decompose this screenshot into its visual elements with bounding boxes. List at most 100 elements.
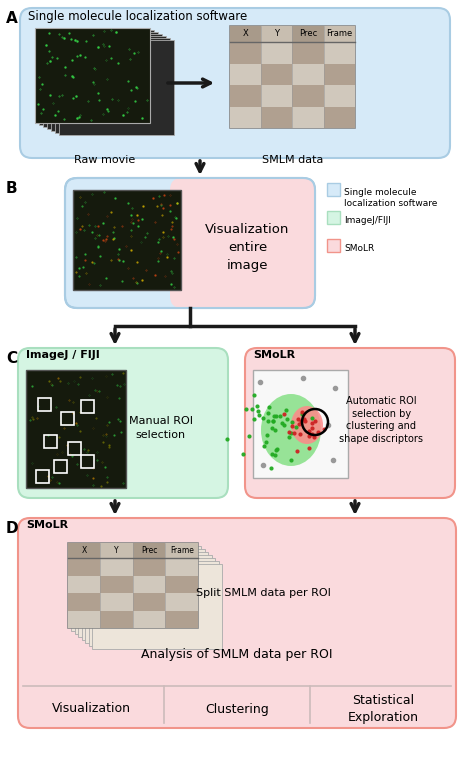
Bar (51, 36, 166, 131)
Bar (26, 370, 126, 488)
Text: Analysis of SMLM data per ROI: Analysis of SMLM data per ROI (141, 648, 333, 661)
Bar (133, 543, 165, 558)
Bar (36, 470, 49, 483)
Text: SMLM data: SMLM data (262, 155, 323, 165)
Text: Prec: Prec (141, 546, 157, 555)
Bar (100, 558, 133, 575)
Bar (230, 26, 355, 128)
Bar (68, 558, 100, 575)
FancyBboxPatch shape (327, 239, 340, 252)
Bar (165, 611, 198, 628)
Bar (261, 85, 292, 107)
Text: SMoLR: SMoLR (26, 520, 68, 530)
Ellipse shape (261, 394, 321, 466)
Bar (100, 543, 133, 558)
Bar (261, 42, 292, 64)
Text: Clustering: Clustering (205, 703, 269, 716)
Bar (165, 558, 198, 575)
Text: Y: Y (274, 29, 279, 38)
Bar (261, 64, 292, 85)
Ellipse shape (291, 406, 323, 444)
Text: X: X (82, 546, 87, 555)
Text: Single molecule localization software: Single molecule localization software (28, 10, 247, 23)
Bar (133, 611, 165, 628)
Bar (75, 549, 205, 634)
Bar (165, 543, 198, 558)
Bar (324, 64, 355, 85)
FancyBboxPatch shape (170, 178, 315, 308)
Bar (81, 400, 94, 413)
Text: Automatic ROI
selection by
clustering and
shape discriptors: Automatic ROI selection by clustering an… (339, 397, 423, 443)
Bar (324, 42, 355, 64)
FancyBboxPatch shape (18, 348, 228, 498)
Bar (73, 190, 181, 290)
Bar (253, 370, 348, 478)
Bar (68, 593, 100, 611)
Bar (292, 26, 324, 42)
Bar (44, 435, 57, 448)
Text: Split SMLM data per ROI: Split SMLM data per ROI (196, 588, 330, 598)
Bar (61, 412, 74, 425)
Text: SMoLR: SMoLR (344, 244, 374, 253)
Text: C: C (6, 351, 17, 366)
Text: Prec: Prec (299, 29, 317, 38)
Bar (39, 30, 154, 125)
Bar (261, 107, 292, 128)
Text: D: D (6, 521, 18, 536)
Bar (72, 546, 201, 631)
Text: ImageJ/FIJI: ImageJ/FIJI (344, 216, 391, 225)
Bar (59, 40, 174, 135)
Bar (35, 28, 150, 123)
Text: Frame: Frame (326, 29, 353, 38)
Bar (133, 558, 165, 575)
Text: Manual ROI
selection: Manual ROI selection (129, 416, 193, 439)
Bar (100, 611, 133, 628)
Bar (230, 107, 261, 128)
Bar (55, 38, 170, 133)
Bar (81, 455, 94, 468)
Text: SMoLR: SMoLR (253, 350, 295, 360)
Bar (261, 26, 292, 42)
Bar (230, 42, 261, 64)
Text: ImageJ / FIJI: ImageJ / FIJI (26, 350, 100, 360)
Bar (292, 42, 324, 64)
Bar (92, 564, 222, 649)
Bar (292, 85, 324, 107)
Bar (85, 558, 216, 643)
Text: B: B (6, 181, 18, 196)
FancyBboxPatch shape (18, 518, 456, 728)
Bar (68, 543, 198, 628)
Bar (230, 26, 261, 42)
Bar (68, 543, 100, 558)
Bar (43, 32, 158, 127)
Bar (68, 575, 100, 593)
Bar (89, 561, 219, 646)
Bar (100, 575, 133, 593)
Bar (54, 460, 67, 473)
FancyBboxPatch shape (327, 183, 340, 196)
Text: Y: Y (114, 546, 119, 555)
Text: Visualization
entire
image: Visualization entire image (205, 223, 290, 272)
Bar (79, 552, 209, 637)
Bar (324, 85, 355, 107)
Bar (165, 575, 198, 593)
FancyBboxPatch shape (65, 178, 315, 308)
Bar (100, 593, 133, 611)
Text: Frame: Frame (170, 546, 194, 555)
Bar (38, 398, 51, 411)
Bar (68, 611, 100, 628)
FancyBboxPatch shape (327, 211, 340, 224)
Bar (82, 555, 212, 640)
Bar (47, 34, 162, 129)
Bar (292, 107, 324, 128)
Bar (133, 593, 165, 611)
Text: Statistical
Exploration: Statistical Exploration (347, 694, 419, 723)
Bar (230, 85, 261, 107)
Bar (68, 442, 81, 455)
Bar (292, 64, 324, 85)
Text: X: X (243, 29, 248, 38)
Bar (324, 107, 355, 128)
Text: A: A (6, 11, 18, 26)
Bar (324, 26, 355, 42)
FancyBboxPatch shape (245, 348, 455, 498)
